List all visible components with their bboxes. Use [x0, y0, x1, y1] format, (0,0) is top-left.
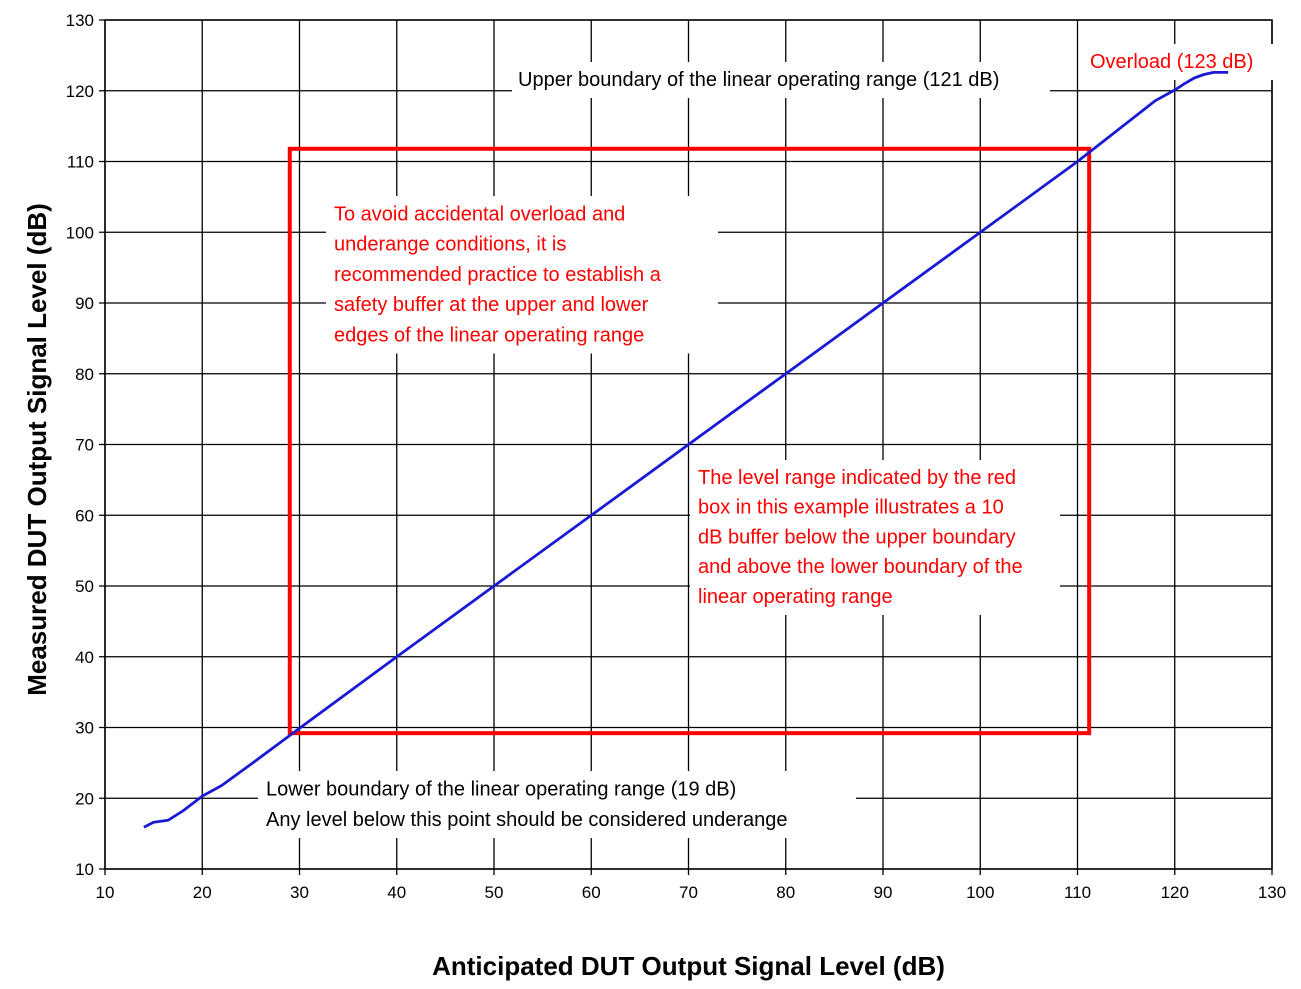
annotation-lower: Lower boundary of the linear operating r…: [258, 771, 856, 838]
x-tick-label: 20: [193, 883, 212, 902]
annotation-line: safety buffer at the upper and lower: [334, 294, 649, 316]
y-tick-label: 90: [75, 294, 94, 313]
y-tick-label: 20: [75, 789, 94, 808]
annotation-background: [258, 771, 856, 838]
annotation-line: The level range indicated by the red: [698, 467, 1016, 489]
x-tick-label: 50: [485, 883, 504, 902]
annotation-line: linear operating range: [698, 586, 893, 608]
y-tick-label: 100: [66, 223, 94, 242]
x-tick-label: 60: [582, 883, 601, 902]
x-tick-label: 110: [1064, 883, 1091, 902]
x-tick-label: 40: [387, 883, 406, 902]
y-tick-label: 80: [75, 365, 94, 384]
annotation-line: dB buffer below the upper boundary: [698, 526, 1016, 548]
annotation-line: Any level below this point should be con…: [266, 809, 787, 831]
annotation-redbox: The level range indicated by the red box …: [690, 460, 1060, 615]
x-tick-label: 130: [1258, 883, 1286, 902]
x-tick-label: 70: [679, 883, 698, 902]
y-axis-title: Measured DUT Output Signal Level (dB): [22, 203, 52, 696]
annotations: Upper boundary of the linear operating r…: [258, 44, 1276, 838]
annotation-line: To avoid accidental overload and: [334, 203, 625, 225]
y-tick-label: 40: [75, 648, 94, 667]
buffer-box: [287, 146, 1092, 736]
annotation-line: Overload (123 dB): [1090, 51, 1253, 73]
annotation-line: box in this example illustrates a 10: [698, 497, 1004, 519]
y-tick-label: 10: [75, 860, 94, 879]
plot-frame: [104, 19, 1273, 870]
series-line-0: [143, 71, 1229, 829]
y-tick-labels: 10 20 30 40 50 60 70 80 90 100 110 120 130: [66, 11, 94, 879]
x-tick-labels: 10 20 30 40 50 60 70 80 90 100 110 120 130: [96, 883, 1287, 902]
x-tick-label: 100: [966, 883, 994, 902]
y-tick-label: 30: [75, 719, 94, 738]
y-tick-label: 130: [66, 11, 94, 30]
annotation-background: [512, 62, 1050, 98]
x-tick-label: 120: [1161, 883, 1189, 902]
y-tick-label: 70: [75, 436, 94, 455]
x-tick-label: 90: [874, 883, 893, 902]
annotation-line: recommended practice to establish a: [334, 264, 662, 286]
x-axis-title: Anticipated DUT Output Signal Level (dB): [432, 951, 945, 981]
x-tick-label: 30: [290, 883, 309, 902]
y-tick-label: 120: [66, 82, 94, 101]
y-tick-label: 50: [75, 577, 94, 596]
annotation-background: [326, 196, 718, 354]
y-tick-label: 60: [75, 506, 94, 525]
y-tick-label: 110: [67, 153, 94, 172]
annotation-overload: Overload (123 dB): [1086, 44, 1276, 80]
annotation-line: and above the lower boundary of the: [698, 556, 1023, 578]
annotation-line: Lower boundary of the linear operating r…: [266, 779, 736, 801]
x-tick-label: 80: [776, 883, 795, 902]
annotation-background: [690, 460, 1060, 615]
annotation-line: Upper boundary of the linear operating r…: [518, 69, 999, 91]
annotation-background: [1086, 44, 1276, 80]
buffer-box-layer: [287, 146, 1092, 736]
x-tick-label: 10: [96, 883, 115, 902]
annotation-line: edges of the linear operating range: [334, 325, 644, 347]
annotation-line: underange conditions, it is: [334, 234, 566, 256]
series-layer: [143, 71, 1229, 829]
annotation-upper: Upper boundary of the linear operating r…: [512, 62, 1050, 98]
annotation-avoid: To avoid accidental overload and underang…: [326, 196, 718, 354]
